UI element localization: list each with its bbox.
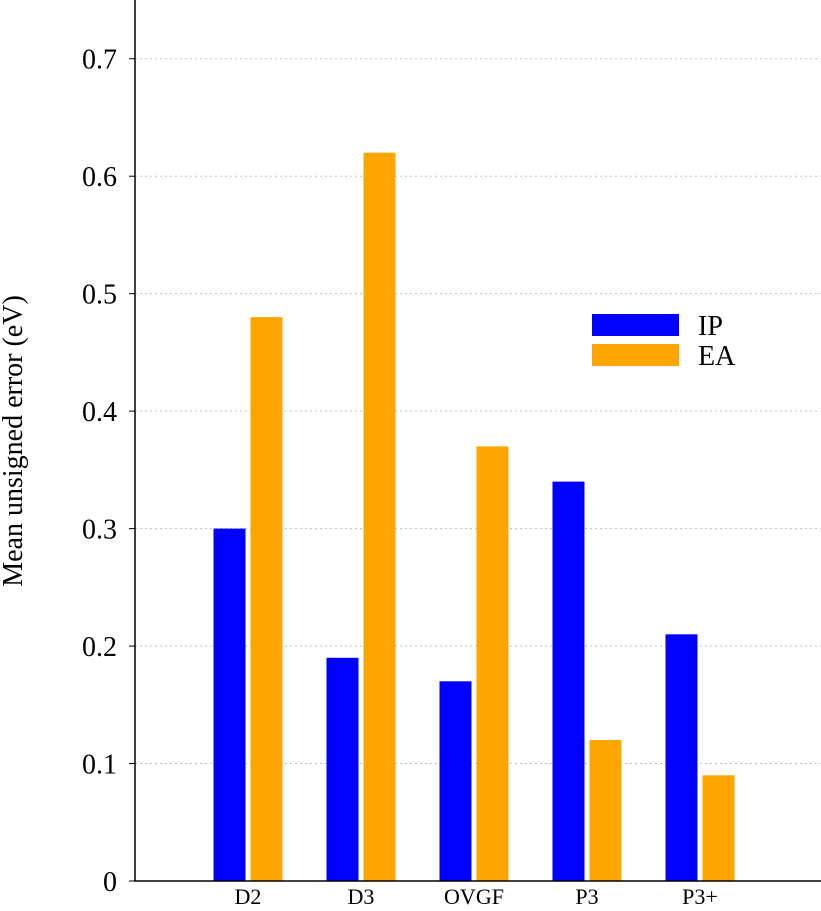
gridlines (135, 58, 821, 765)
y-axis-title: Mean unsigned error (eV) (0, 295, 29, 587)
y-tick-label: 0.4 (82, 397, 117, 428)
legend-swatch-ip (592, 314, 679, 336)
bar-ea-p3 (589, 740, 622, 881)
y-tick-label: 0.5 (82, 280, 117, 311)
bar-ea-ovgf (476, 446, 509, 881)
y-tick-label: 0.2 (82, 632, 117, 663)
bar-ip-p3plus (665, 634, 698, 881)
bar-ea-p3plus (702, 775, 735, 881)
x-category-label: OVGF (444, 884, 504, 909)
bar-ip-ovgf (439, 681, 472, 881)
bars (213, 152, 735, 881)
bar-ip-d2 (213, 528, 246, 881)
y-tick-label: 0.7 (82, 45, 117, 76)
bar-ip-d3 (326, 657, 359, 881)
y-tick-label: 0.6 (82, 162, 117, 193)
y-tick-label: 0.1 (82, 750, 117, 781)
x-category-label: D2 (235, 884, 262, 909)
x-category-label: D3 (348, 884, 375, 909)
bar-ea-d2 (250, 317, 283, 881)
legend-swatch-ea (592, 344, 679, 366)
x-category-label: P3+ (682, 884, 718, 909)
x-category-label: P3 (575, 884, 598, 909)
bar-ip-p3 (552, 481, 585, 881)
legend-label-ea: EA (698, 341, 736, 372)
y-tick-label: 0.3 (82, 515, 117, 546)
x-axis-category-labels: D2 D3 OVGF P3 P3+ (235, 884, 718, 909)
y-tick-label: 0 (103, 867, 117, 898)
bar-ea-d3 (363, 152, 396, 881)
legend-label-ip: IP (698, 311, 723, 342)
y-axis-ticks: 0 0.1 0.2 0.3 0.4 0.5 0.6 0.7 (82, 45, 135, 898)
